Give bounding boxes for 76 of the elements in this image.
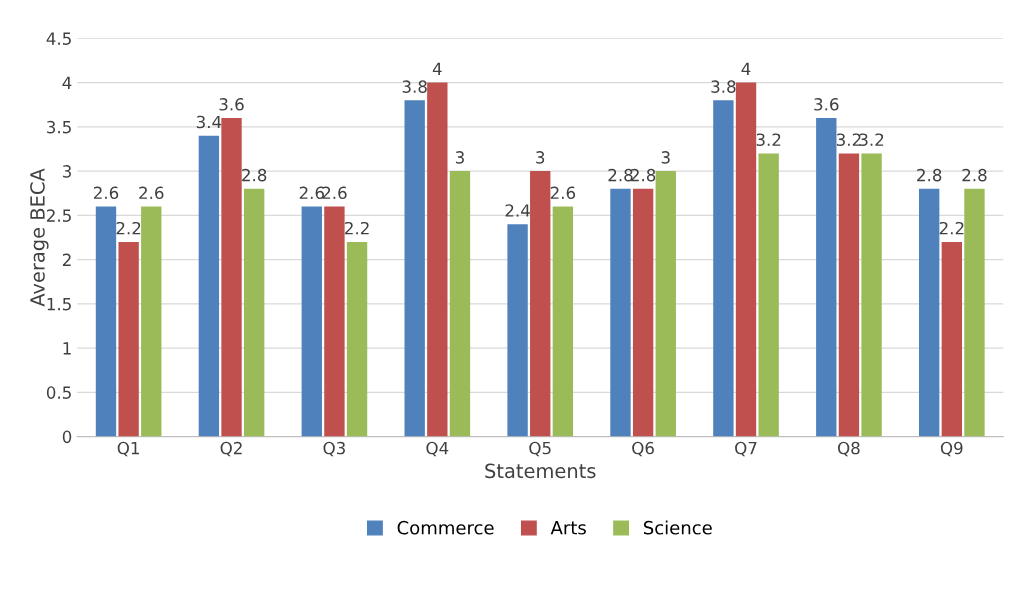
bar (610, 188, 631, 437)
data-label: 2.6 (139, 186, 164, 200)
bar (449, 171, 471, 437)
data-label: 2.6 (550, 186, 576, 200)
data-label: 3 (661, 151, 670, 164)
y-tick-label: 4 (62, 76, 72, 89)
y-tick-label: 4.5 (46, 32, 71, 45)
bar (221, 118, 242, 437)
bar (941, 241, 963, 437)
data-label: 2.6 (299, 186, 324, 200)
bar (919, 188, 940, 437)
y-tick-label: 1 (63, 342, 71, 355)
data-label: 2.8 (608, 168, 633, 182)
y-tick-label: 3 (62, 165, 71, 178)
bar (655, 171, 676, 437)
data-label: 4 (741, 62, 751, 75)
legend-label: Arts (550, 521, 586, 535)
data-label: 3.6 (219, 98, 244, 111)
bar (530, 171, 551, 437)
legend-label: Commerce (397, 520, 494, 535)
x-tick-label: Q7 (735, 441, 757, 457)
bar (838, 153, 860, 437)
bar (243, 188, 265, 437)
data-label: 2.6 (93, 186, 119, 200)
data-label: 2.8 (962, 168, 987, 182)
data-label: 2.2 (939, 221, 964, 235)
data-label: 4 (432, 62, 442, 75)
data-label: 3.8 (402, 80, 427, 93)
data-label: 3.8 (711, 80, 736, 93)
bar (507, 224, 528, 437)
bar (816, 118, 837, 437)
y-tick-label: 0 (62, 430, 72, 444)
data-label: 3 (455, 151, 464, 164)
bar (324, 206, 345, 437)
bar (404, 100, 425, 437)
x-tick-label: Q6 (632, 441, 654, 457)
data-label: 2.4 (505, 204, 530, 217)
bar (198, 135, 220, 437)
data-label: 3 (536, 151, 545, 164)
x-tick-label: Q1 (117, 441, 139, 457)
bar (118, 241, 139, 437)
bar (346, 241, 368, 437)
y-tick-label: 2 (62, 253, 71, 266)
x-tick-label: Q3 (323, 441, 345, 457)
x-axis-title: Statements (485, 463, 596, 479)
y-tick-label: 3.5 (47, 120, 71, 134)
y-tick-label: 1.5 (47, 298, 71, 311)
bar (632, 188, 654, 437)
x-tick-label: Q5 (529, 441, 551, 457)
x-tick-label: Q9 (940, 441, 963, 457)
bar (964, 188, 985, 437)
legend-label: Science (643, 520, 712, 535)
y-tick-label: 2.5 (47, 209, 71, 222)
data-label: 2.2 (116, 221, 141, 235)
x-tick-label: Q4 (426, 441, 449, 457)
data-label: 2.2 (345, 221, 369, 235)
bar (713, 100, 734, 437)
y-tick-label: 0.5 (46, 386, 71, 399)
bar (141, 206, 162, 437)
bar (758, 153, 779, 437)
data-label: 3.2 (756, 133, 781, 146)
data-label: 3.2 (836, 133, 861, 146)
data-label: 2.8 (242, 168, 267, 182)
bar (427, 82, 448, 437)
bar (95, 206, 117, 437)
data-label: 2.8 (917, 168, 942, 182)
x-tick-label: Q2 (220, 441, 242, 457)
bar (301, 206, 322, 437)
data-label: 2.6 (322, 186, 347, 200)
data-label: 3.6 (814, 98, 839, 111)
bar (861, 153, 882, 437)
bar (552, 206, 574, 437)
x-tick-label: Q8 (838, 441, 860, 457)
bar (735, 82, 757, 437)
data-label: 2.8 (631, 168, 656, 182)
data-label: 3.2 (859, 133, 884, 146)
